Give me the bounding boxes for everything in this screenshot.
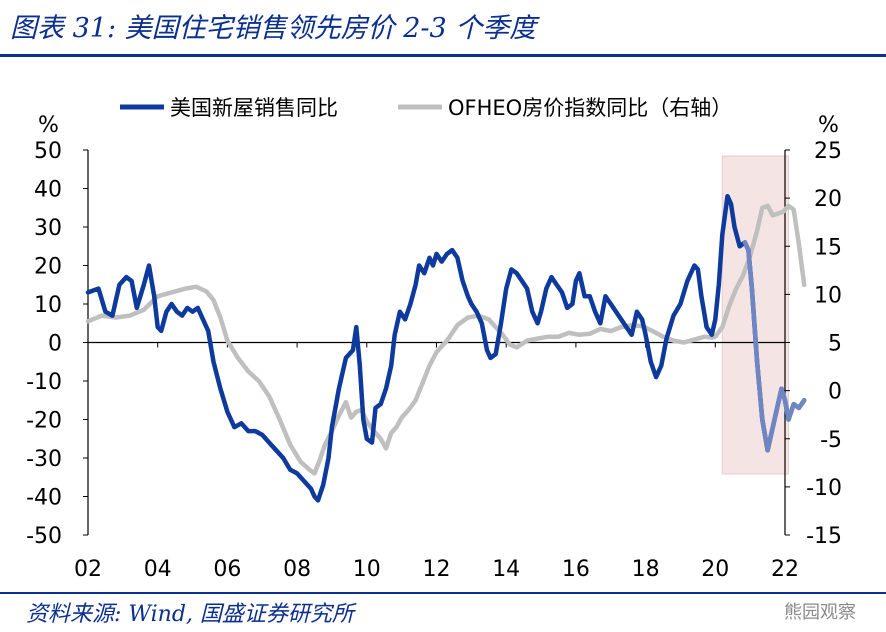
x-tick-label: 20 [701, 557, 729, 582]
right-tick-label: -5 [820, 428, 842, 453]
right-tick-label: -10 [806, 476, 842, 501]
source-note: 资料来源: Wind, 国盛证券研究所 [26, 602, 354, 627]
x-tick-label: 02 [74, 557, 102, 582]
legend-entry-new-home-sales-label: 美国新屋销售同比 [170, 96, 338, 120]
series-line-ofheo-hpi [85, 203, 807, 476]
x-tick-label: 12 [423, 557, 451, 582]
left-tick-label: 20 [34, 255, 62, 280]
x-tick-label: 10 [353, 557, 381, 582]
watermark: 熊园观察 [784, 602, 856, 623]
axes-group: 50403020100-10-20-30-40-50%2520151050-5-… [26, 113, 842, 582]
left-tick-label: 0 [48, 332, 62, 357]
right-tick-label: 10 [814, 283, 842, 308]
x-tick-label: 04 [144, 557, 172, 582]
right-axis-unit: % [818, 113, 839, 138]
legend-entry-ofheo-hpi-label: OFHEO房价指数同比（右轴） [448, 96, 732, 120]
left-tick-label: 30 [34, 216, 62, 241]
series-line-new-home-sales [85, 193, 807, 503]
right-tick-label: 20 [814, 187, 842, 212]
right-tick-label: -15 [806, 524, 842, 549]
left-axis-unit: % [38, 113, 59, 138]
chart-title: 图表 31: 美国住宅销售领先房价 2-3 个季度 [10, 13, 537, 44]
right-tick-label: 15 [814, 235, 842, 260]
x-tick-label: 22 [771, 557, 799, 582]
left-tick-label: -10 [26, 370, 62, 395]
left-tick-label: 40 [34, 178, 62, 203]
footer-divider [0, 592, 886, 594]
title-divider [0, 54, 886, 57]
right-tick-label: 0 [828, 380, 842, 405]
left-tick-label: -30 [26, 447, 62, 472]
series-line-new-home-sales-faded [742, 240, 807, 453]
left-tick-label: 50 [34, 139, 62, 164]
chart-canvas: 50403020100-10-20-30-40-50%2520151050-5-… [26, 96, 842, 582]
right-tick-label: 5 [828, 332, 842, 357]
left-tick-label: -40 [26, 486, 62, 511]
x-tick-label: 14 [492, 557, 520, 582]
right-tick-label: 25 [814, 139, 842, 164]
left-tick-label: 10 [34, 293, 62, 318]
x-tick-label: 06 [213, 557, 241, 582]
left-tick-label: -50 [26, 524, 62, 549]
series-group [85, 193, 807, 503]
left-tick-label: -20 [26, 409, 62, 434]
x-tick-label: 08 [283, 557, 311, 582]
x-tick-label: 18 [632, 557, 660, 582]
legend-group: 美国新屋销售同比 OFHEO房价指数同比（右轴） [120, 96, 732, 120]
x-tick-label: 16 [562, 557, 590, 582]
